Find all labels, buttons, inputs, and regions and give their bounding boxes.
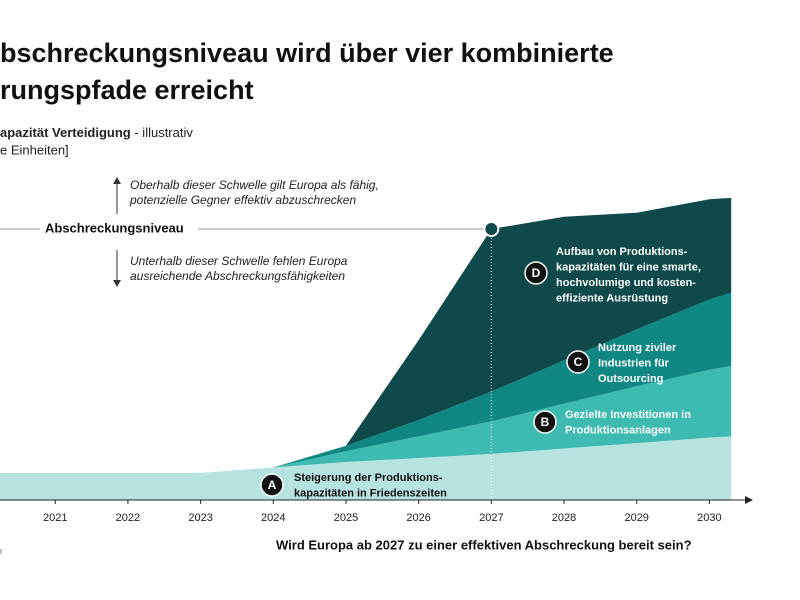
x-tick-label: 2024 bbox=[261, 512, 285, 524]
threshold-point bbox=[483, 221, 500, 237]
series-label: Outsourcing bbox=[598, 373, 663, 385]
subtitle: apazität Verteidigung - illustrativ bbox=[0, 125, 193, 140]
series-label: hochvolumige und kosten- bbox=[556, 277, 696, 289]
series-letter: C bbox=[574, 355, 583, 369]
series-letter: A bbox=[268, 478, 277, 492]
series-label: kapazitäten in Friedenszeiten bbox=[294, 487, 447, 499]
series-label: effiziente Ausrüstung bbox=[556, 292, 668, 304]
x-tick-label: 2025 bbox=[334, 512, 358, 524]
series-label: Industrien für bbox=[598, 357, 670, 369]
threshold-note: potenzielle Gegner effektiv abzuschrecke… bbox=[129, 193, 356, 207]
chart-title: rungspfade erreicht bbox=[0, 75, 254, 105]
series-badge bbox=[524, 261, 548, 285]
chart-title: bschreckungsniveau wird über vier kombin… bbox=[0, 38, 614, 68]
threshold-label-bg bbox=[40, 219, 198, 239]
axis-arrow bbox=[745, 496, 753, 504]
area bbox=[0, 292, 732, 473]
series-label: kapazitäten für eine smarte, bbox=[556, 261, 701, 273]
x-tick-label: 2026 bbox=[406, 512, 430, 524]
series-label: Gezielte Investitionen in bbox=[565, 409, 691, 421]
source: r bbox=[0, 547, 3, 556]
x-tick-label: 2029 bbox=[624, 512, 648, 524]
area bbox=[0, 197, 732, 473]
arrow-head bbox=[113, 280, 121, 287]
series-badge bbox=[566, 350, 590, 374]
threshold-note: Unterhalb dieser Schwelle fehlen Europa bbox=[130, 254, 348, 268]
x-tick-label: 2028 bbox=[552, 512, 576, 524]
arrow-head bbox=[113, 177, 121, 184]
area bbox=[0, 436, 732, 500]
series-letter: D bbox=[532, 266, 541, 280]
x-tick-label: 2023 bbox=[188, 512, 212, 524]
series-label: Steigerung der Produktions- bbox=[294, 472, 443, 484]
x-tick-label: 2027 bbox=[479, 512, 503, 524]
area bbox=[0, 365, 732, 473]
series-label: Nutzung ziviler bbox=[598, 342, 677, 354]
threshold-note: ausreichende Abschreckungsfähigkeiten bbox=[130, 269, 345, 283]
series-label: Produktionsanlagen bbox=[565, 424, 671, 436]
series-badge bbox=[260, 473, 284, 497]
series-badge bbox=[533, 410, 557, 434]
series-letter: B bbox=[541, 415, 550, 429]
x-tick-label: 2021 bbox=[43, 512, 67, 524]
unit-label: e Einheiten] bbox=[0, 142, 69, 157]
threshold-label: Abschreckungsniveau bbox=[45, 220, 184, 235]
series-label: Aufbau von Produktions- bbox=[556, 246, 688, 258]
subtitle-rest: - illustrativ bbox=[131, 125, 194, 140]
question: Wird Europa ab 2027 zu einer effektiven … bbox=[276, 537, 692, 552]
threshold-note: Oberhalb dieser Schwelle gilt Europa als… bbox=[130, 178, 379, 192]
x-tick-label: 2022 bbox=[116, 512, 140, 524]
subtitle-bold: apazität Verteidigung bbox=[0, 125, 131, 140]
x-tick-label: 2030 bbox=[697, 512, 721, 524]
